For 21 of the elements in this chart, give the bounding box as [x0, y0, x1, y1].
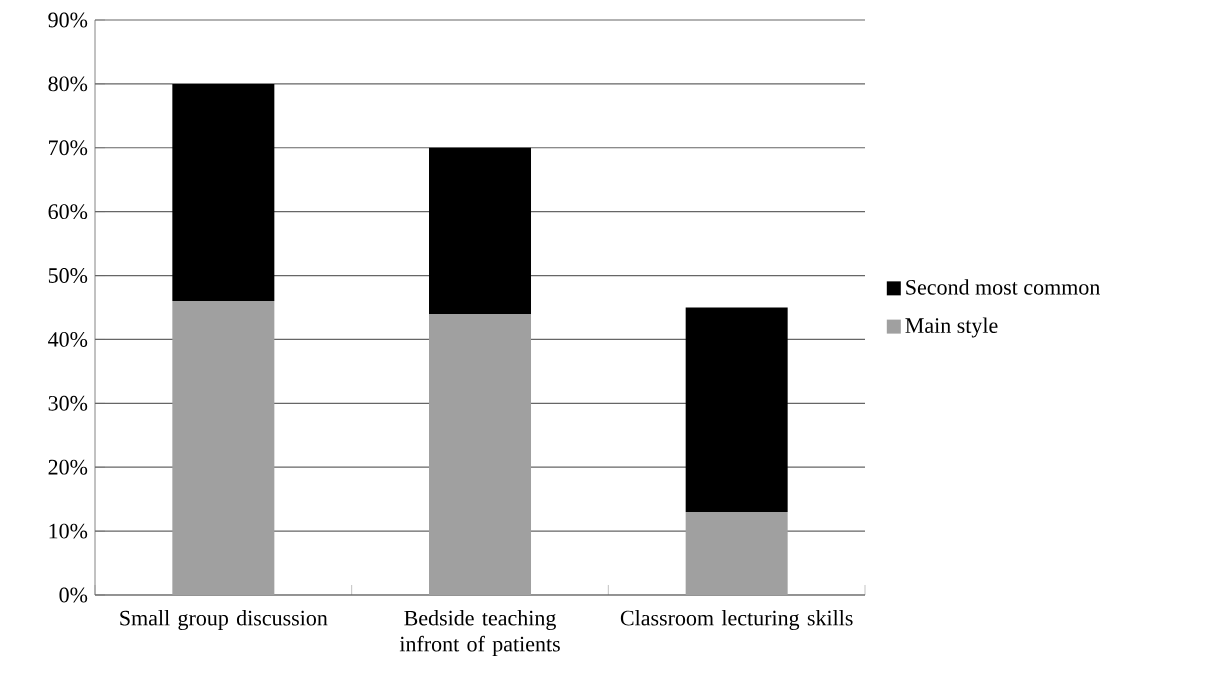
bar [172, 301, 275, 595]
bar [429, 313, 532, 595]
y-tick-label: 70% [49, 140, 88, 156]
y-tick-label: 10% [49, 523, 88, 539]
y-tick-label: 30% [48, 395, 88, 411]
y-tick-label: 60% [48, 204, 88, 220]
y-tick-label: 40% [48, 331, 88, 347]
bar [429, 147, 532, 314]
bar [172, 83, 275, 302]
y-tick-label: 20% [48, 459, 88, 475]
x-tick-label: Classroom lecturing skills [620, 610, 853, 631]
y-tick-label: 80% [48, 76, 88, 92]
bar [685, 511, 788, 595]
y-tick-label: 50% [48, 268, 88, 283]
legend-label: Second most common [906, 279, 1100, 295]
x-tick-label: Small group discussion [120, 610, 328, 631]
legend-label: Main style [905, 317, 998, 338]
x-tick-label: Bedside teaching infront of patients [399, 610, 560, 656]
y-tick-label: 90% [48, 12, 88, 28]
y-tick-label: 0% [59, 587, 88, 603]
bar [685, 307, 788, 512]
